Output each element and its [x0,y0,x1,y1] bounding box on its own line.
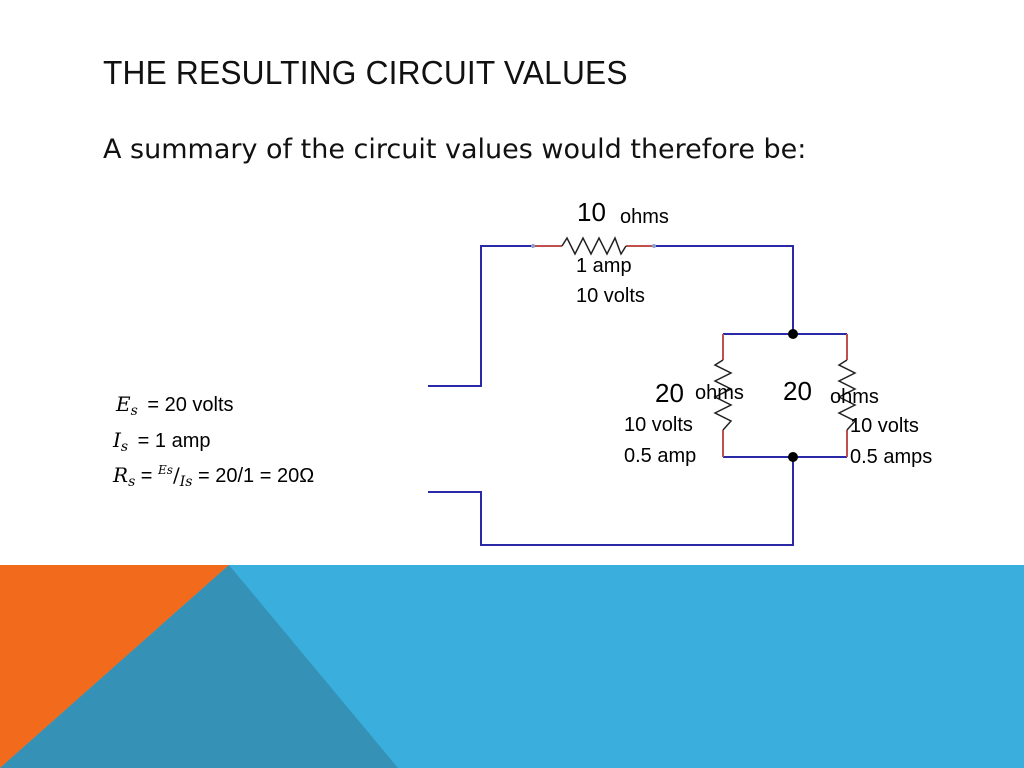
junction-bottom [788,452,798,462]
source-voltage-equation: Es = 20 volts [116,392,234,423]
footer-dark-blue-triangle [0,565,398,768]
series-resistor-voltage: 10 volts [576,285,645,307]
slide-subtitle: A summary of the circuit values would th… [103,134,807,165]
series-resistor-value: 10 [577,197,606,227]
wire-top-right [654,245,794,334]
resistor-left-parallel [713,359,733,431]
footer-decoration [0,565,1024,768]
series-resistor-current: 1 amp [576,255,632,277]
left-resistor-current: 0.5 amp [624,445,697,467]
junction-top [788,329,798,339]
left-resistor-voltage: 10 volts [624,414,693,436]
is-value: = 1 amp [132,430,211,452]
is-symbol: Is [113,428,129,455]
rs-frac-bottom: Is [179,474,193,490]
right-resistor-unit: ohms [830,386,879,408]
rs-frac-top: Es [158,463,173,477]
es-symbol: Es [116,392,138,419]
left-resistor-unit: ohms [695,382,744,404]
slide-title: The Resulting Circuit Values [103,54,628,91]
right-resistor-voltage: 10 volts [850,415,919,437]
resistor-right-parallel [837,359,857,431]
right-resistor-value: 20 [783,376,812,406]
es-value: = 20 volts [141,394,234,416]
rs-symbol: Rs [113,463,136,490]
source-resistance-equation: Rs = Es/Is = 20/1 = 20Ω [113,463,315,490]
wire-source-top [428,245,533,387]
resistor-series [561,236,627,256]
right-resistor-current: 0.5 amps [850,446,933,468]
source-current-equation: Is = 1 amp [113,428,210,459]
rs-value: = 20/1 = 20Ω [192,465,315,487]
series-resistor-unit: ohms [620,206,669,228]
wire-return [428,457,794,546]
left-resistor-value: 20 [655,378,684,408]
